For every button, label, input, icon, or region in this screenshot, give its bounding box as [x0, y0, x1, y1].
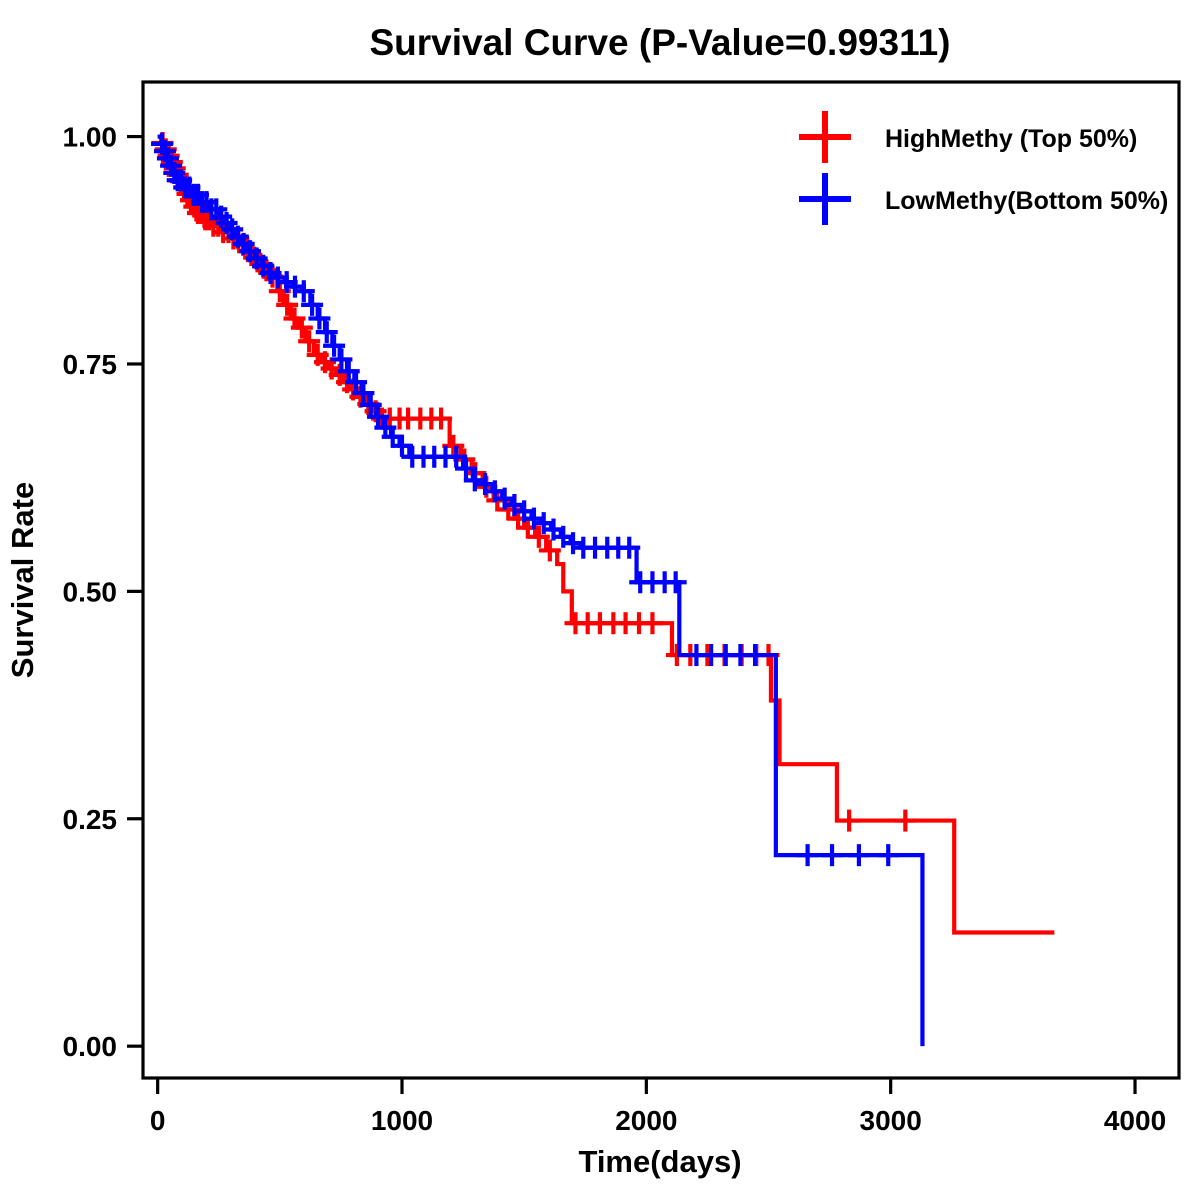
series-layer: [151, 131, 1055, 1047]
y-axis-ticks: 0.00 0.25 0.50 0.75 1.00: [63, 122, 143, 1062]
page-title: Survival Curve (P-Value=0.99311): [369, 22, 950, 63]
x-axis-title: Time(days): [578, 1144, 741, 1179]
x-tick-label: 2000: [615, 1105, 677, 1136]
legend-item[interactable]: LowMethy(Bottom 50%): [799, 173, 1168, 225]
x-tick-label: 3000: [860, 1105, 922, 1136]
x-tick-label: 4000: [1104, 1105, 1166, 1136]
x-tick-label: 1000: [371, 1105, 433, 1136]
km-series: [151, 132, 925, 1047]
legend-label: HighMethy (Top 50%): [885, 125, 1137, 153]
y-tick-label: 0.50: [63, 576, 118, 607]
chart-legend: HighMethy (Top 50%) LowMethy(Bottom 50%): [799, 111, 1168, 225]
y-tick-label: 1.00: [63, 122, 118, 153]
legend-label: LowMethy(Bottom 50%): [885, 187, 1168, 215]
x-tick-label: 0: [150, 1105, 166, 1136]
legend-item[interactable]: HighMethy (Top 50%): [799, 111, 1137, 163]
y-tick-label: 0.25: [63, 804, 118, 835]
x-axis-ticks: 0 1000 2000 3000 4000: [150, 1078, 1166, 1136]
y-tick-label: 0.00: [63, 1031, 118, 1062]
y-tick-label: 0.75: [63, 349, 118, 380]
y-axis-title: Survival Rate: [5, 482, 40, 678]
plot-frame: [141, 80, 1181, 1080]
